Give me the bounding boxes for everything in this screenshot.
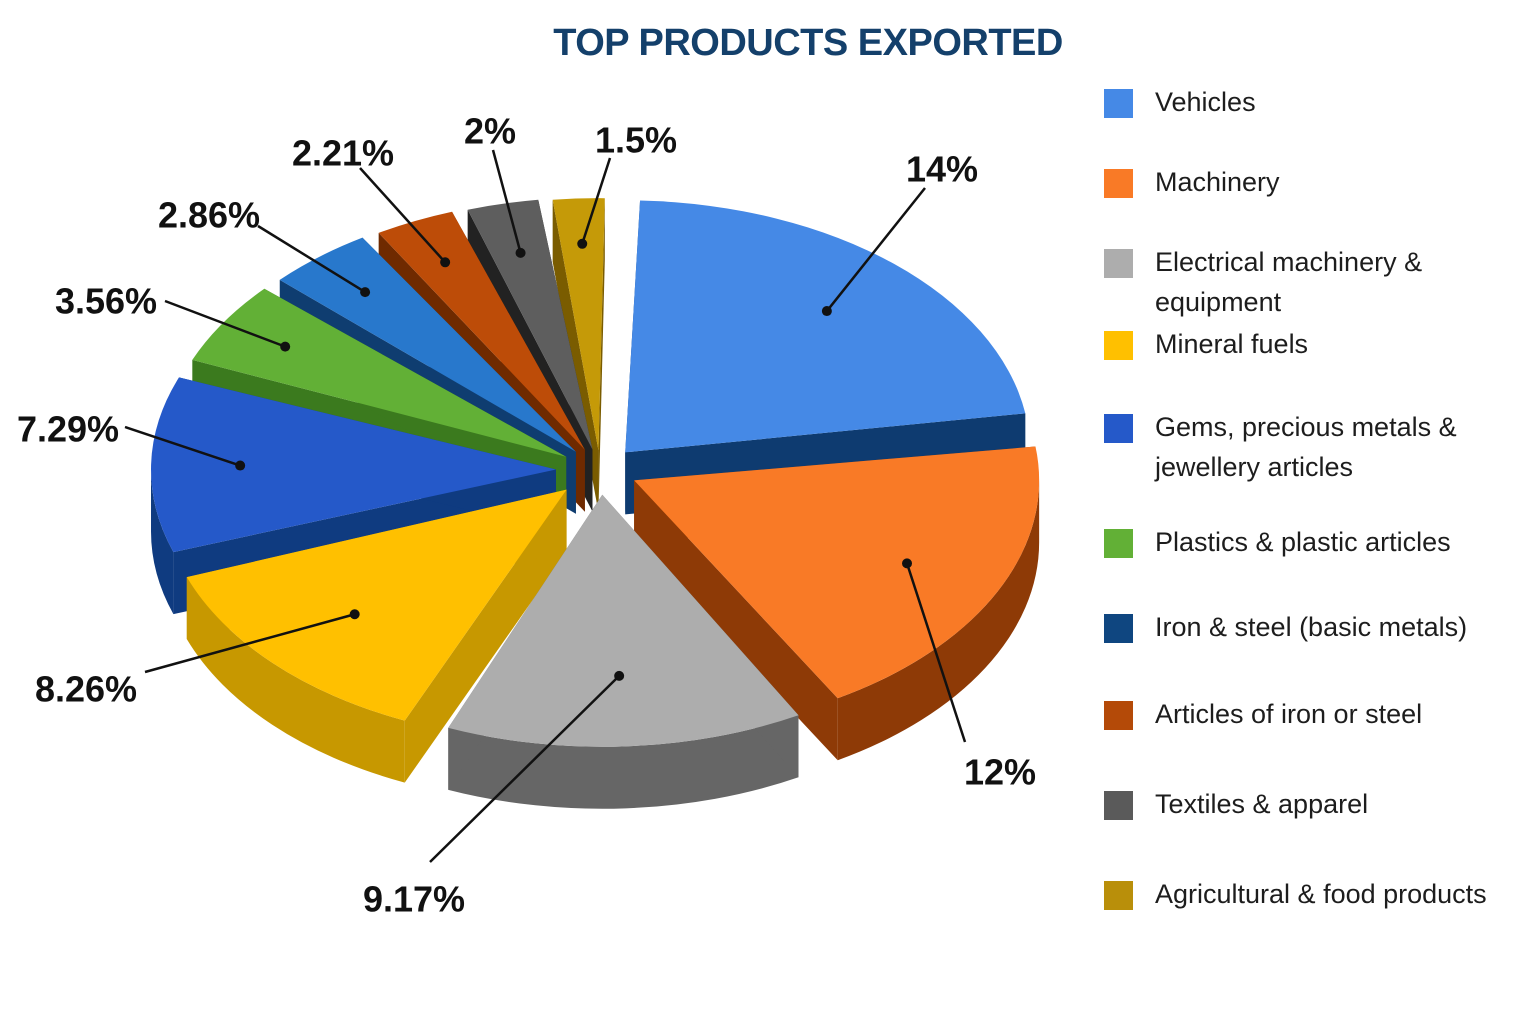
legend-swatch [1104, 249, 1133, 278]
legend-label: Textiles & apparel [1155, 789, 1369, 819]
pie-chart: 14% 12% 9.17% 8.26% 7.29% 3.56% 2.86% 2.21% 2% 1.… [17, 111, 1040, 920]
data-label-iron-steel-basic-metals: 2.86% [158, 195, 260, 236]
legend-label: Iron & steel (basic metals) [1155, 612, 1468, 642]
data-label-agricultural-food-products: 1.5% [595, 120, 677, 161]
legend-label: Articles of iron or steel [1155, 699, 1423, 729]
pie-slice-vehicles [625, 200, 1026, 453]
data-label-articles-of-iron-or-steel: 2.21% [292, 133, 394, 174]
pie-slice-mineral-fuels [186, 489, 567, 721]
leader-line-textiles-apparel [491, 149, 522, 254]
legend-swatch [1104, 791, 1133, 820]
legend-item-vehicles: Vehicles [1104, 86, 1256, 122]
slice-side-mineral-fuels [186, 577, 405, 783]
legend-item-mineral-fuels: Mineral fuels [1104, 328, 1308, 364]
legend-label: Electrical machinery & equipment [1155, 247, 1423, 317]
slice-edge-mineral-fuels-0 [404, 489, 567, 783]
legend-swatch [1104, 331, 1133, 360]
legend-item-textiles-apparel: Textiles & apparel [1104, 788, 1368, 824]
leader-line-gems-precious-metals-jewellery-articles [124, 425, 241, 467]
slice-edge-machinery-1 [634, 480, 838, 761]
leader-line-vehicles [825, 187, 926, 312]
leader-dot-gems-precious-metals-jewellery-articles [235, 460, 246, 471]
legend-swatch [1104, 701, 1133, 730]
legend-item-iron-steel-basic-metals: Iron & steel (basic metals) [1104, 611, 1467, 647]
leader-dot-textiles-apparel [515, 247, 526, 258]
pie-slice-iron-steel-basic-metals [279, 237, 576, 452]
legend-label: Plastics & plastic articles [1155, 527, 1451, 557]
slice-labels: 14% 12% 9.17% 8.26% 7.29% 3.56% 2.86% 2.21% 2% 1.… [17, 111, 1036, 920]
legend-item-machinery: Machinery [1104, 166, 1280, 202]
leader-line-agricultural-food-products [581, 157, 612, 245]
legend-swatch [1104, 89, 1133, 118]
legend-item-electrical-machinery-equipment: Electrical machinery & equipment [1104, 246, 1534, 322]
leader-dot-plastics-plastic-articles [280, 341, 291, 352]
legend-item-plastics-plastic-articles: Plastics & plastic articles [1104, 526, 1451, 562]
chart-title: TOP PRODUCTS EXPORTED [553, 22, 1063, 64]
leader-lines [124, 149, 967, 863]
legend-swatch [1104, 414, 1133, 443]
pie-slice-machinery [634, 446, 1040, 699]
pie-slice-plastics-plastic-articles [192, 288, 567, 457]
leader-dot-articles-of-iron-or-steel [440, 257, 451, 268]
pie-slice-gems-precious-metals-jewellery-articles [151, 377, 557, 553]
leader-line-iron-steel-basic-metals [257, 224, 366, 294]
data-label-machinery: 12% [964, 752, 1036, 793]
slice-edge-agricultural-food-products-1 [598, 198, 605, 513]
leader-dot-machinery [902, 558, 913, 569]
leader-line-electrical-machinery-equipment [429, 675, 621, 863]
data-label-electrical-machinery-equipment: 9.17% [363, 879, 465, 920]
legend-swatch [1104, 614, 1133, 643]
pie-slice-articles-of-iron-or-steel [378, 211, 585, 450]
data-label-plastics-plastic-articles: 3.56% [55, 281, 157, 322]
pie-slice-textiles-apparel [467, 199, 593, 450]
legend-swatch [1104, 529, 1133, 558]
data-label-vehicles: 14% [906, 149, 978, 190]
legend-label: Gems, precious metals & jewellery articl… [1155, 412, 1457, 482]
leader-line-articles-of-iron-or-steel [359, 167, 447, 264]
legend-label: Machinery [1155, 167, 1280, 197]
slice-side-gems-precious-metals-jewellery-articles [151, 469, 174, 615]
data-label-mineral-fuels: 8.26% [35, 669, 137, 710]
slice-side-electrical-machinery-equipment [448, 715, 799, 809]
leader-dot-mineral-fuels [349, 609, 360, 620]
leader-dot-iron-steel-basic-metals [360, 287, 371, 298]
leader-line-plastics-plastic-articles [164, 299, 286, 348]
pie-slice-electrical-machinery-equipment [448, 494, 799, 747]
data-label-gems-precious-metals-jewellery-articles: 7.29% [17, 409, 119, 450]
legend-item-agricultural-food-products: Agricultural & food products [1104, 878, 1487, 914]
legend-item-gems-precious-metals-jewellery-articles: Gems, precious metals & jewellery articl… [1104, 411, 1457, 487]
legend-label: Agricultural & food products [1155, 879, 1487, 909]
pie-slice-tops [151, 198, 1040, 747]
leader-dot-vehicles [821, 306, 832, 317]
legend-label: Vehicles [1155, 87, 1256, 117]
legend-swatch [1104, 169, 1133, 198]
slice-side-machinery [837, 480, 1040, 761]
legend-item-articles-of-iron-or-steel: Articles of iron or steel [1104, 698, 1422, 734]
legend-swatch [1104, 881, 1133, 910]
data-label-textiles-apparel: 2% [464, 111, 516, 152]
pie-slice-agricultural-food-products [552, 198, 605, 451]
leader-dot-agricultural-food-products [577, 238, 588, 249]
leader-line-mineral-fuels [144, 613, 356, 674]
leader-dot-electrical-machinery-equipment [614, 670, 625, 681]
leader-line-machinery [905, 562, 967, 743]
legend-label: Mineral fuels [1155, 329, 1309, 359]
